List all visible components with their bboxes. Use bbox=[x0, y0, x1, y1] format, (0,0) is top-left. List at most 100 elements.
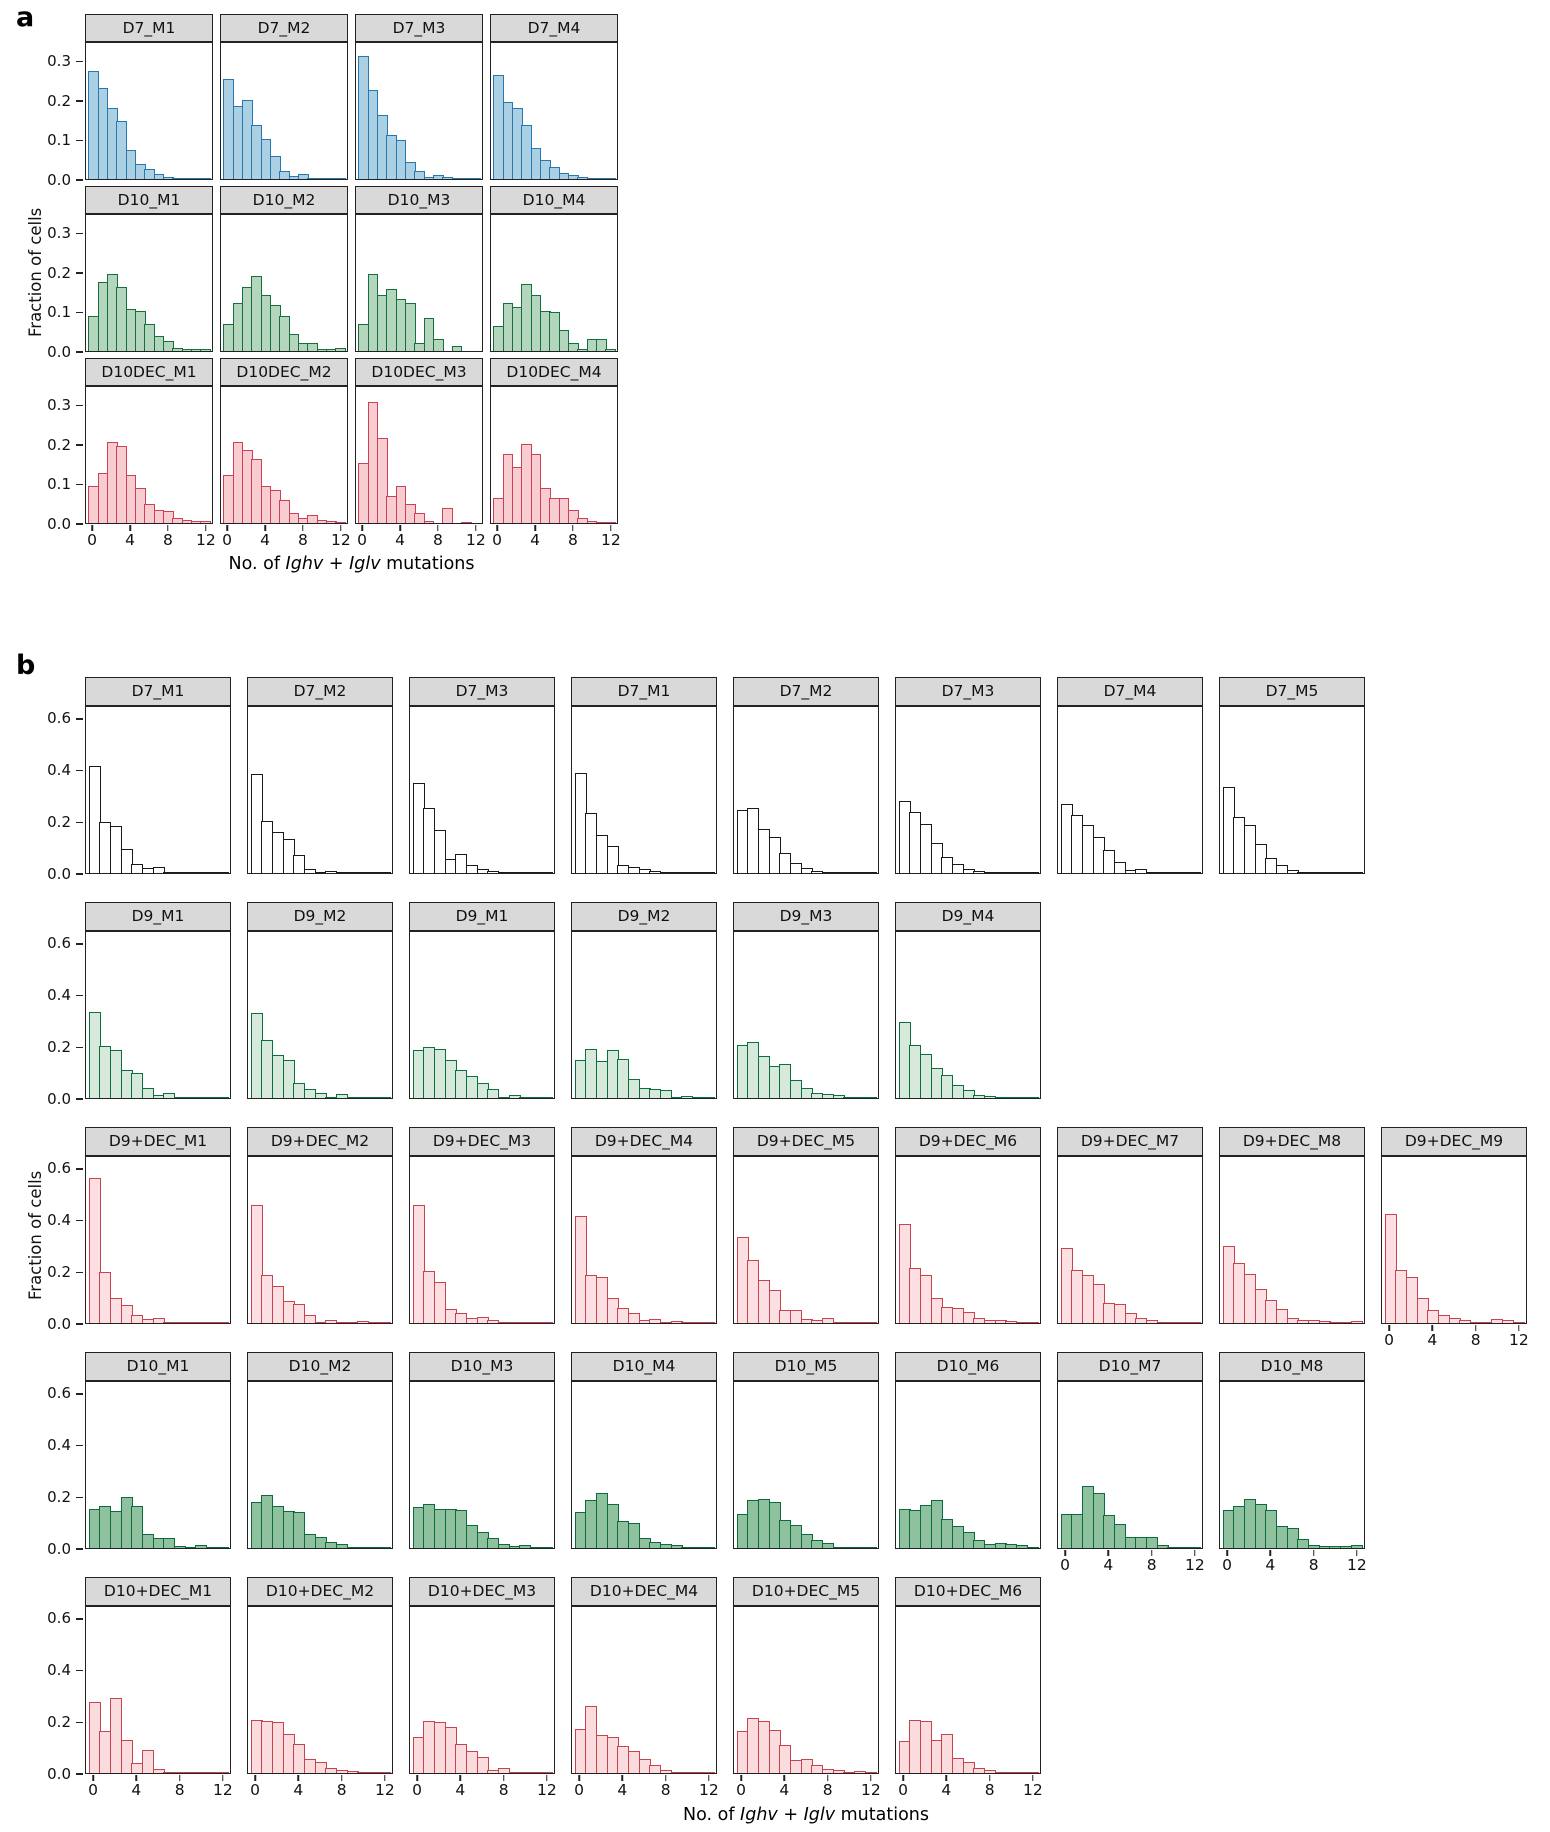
histogram-bar bbox=[455, 853, 468, 873]
y-tick-mark bbox=[76, 351, 83, 353]
histogram-plot bbox=[1057, 1381, 1203, 1549]
histogram-plot bbox=[85, 706, 231, 874]
facet-strip-label: D9_M2 bbox=[571, 902, 717, 931]
facet-strip-label: D9+DEC_M5 bbox=[733, 1127, 879, 1156]
histogram-bar bbox=[540, 1321, 553, 1323]
y-tick-mark bbox=[76, 1618, 83, 1620]
axis-title-text: No. of bbox=[683, 1805, 741, 1825]
histogram-bar bbox=[1188, 871, 1201, 873]
histogram-bar bbox=[1114, 1523, 1127, 1548]
y-tick-mark bbox=[76, 769, 83, 772]
facet-panel-D10_M1: D10_M1 bbox=[85, 186, 213, 352]
facet-row-a-D10DEC: 0.0 0.1 0.2 0.3 D10DEC_M1 0 4 8 12 D10DEC_M2 0 4 8 12… bbox=[0, 358, 1550, 549]
x-tick-label: 8 bbox=[660, 1781, 671, 1799]
x-tick-mark bbox=[826, 1775, 829, 1781]
facet-strip-label: D9_M2 bbox=[247, 902, 393, 931]
histogram-bar bbox=[131, 1072, 144, 1098]
histogram-bar bbox=[962, 1761, 975, 1773]
facet-panel-D9+DEC_M9: D9+DEC_M9 0 4 8 12 bbox=[1381, 1127, 1529, 1349]
y-tick-mark bbox=[76, 311, 83, 314]
histogram-plot bbox=[1057, 706, 1203, 874]
x-tick-label: 12 bbox=[213, 1781, 233, 1799]
gene-name-italic: Iglv bbox=[803, 1805, 836, 1825]
histogram-bar bbox=[790, 862, 803, 873]
histogram-bar bbox=[181, 519, 193, 523]
histogram-bar bbox=[779, 852, 792, 873]
x-tick-mark bbox=[92, 1775, 94, 1781]
x-tick-mark bbox=[1431, 1325, 1434, 1331]
y-axis-gutter: 0.0 0.1 0.2 0.3 bbox=[0, 186, 85, 359]
y-tick-label: 0.6 bbox=[47, 934, 71, 953]
facet-panel-D7_M3: D7_M3 bbox=[895, 677, 1041, 874]
histogram-bar bbox=[414, 513, 426, 523]
x-tick-mark bbox=[361, 525, 363, 531]
y-tick-mark bbox=[76, 232, 83, 235]
histogram-bar bbox=[941, 1733, 954, 1773]
facet-panel-D10DEC_M1: D10DEC_M1 0 4 8 12 bbox=[85, 358, 216, 549]
histogram-bar bbox=[200, 349, 212, 351]
histogram-bar bbox=[606, 846, 619, 873]
x-axis: 0 4 8 12 bbox=[490, 524, 621, 554]
axis-title-text: + bbox=[323, 554, 350, 574]
facet-strip-label: D10+DEC_M4 bbox=[571, 1577, 717, 1606]
facet-panel-D10_M4: D10_M4 bbox=[490, 186, 618, 352]
histogram-bar bbox=[1350, 1545, 1363, 1548]
histogram-bar bbox=[279, 171, 291, 179]
facet-strip-label: D10+DEC_M2 bbox=[247, 1577, 393, 1606]
histogram-bar bbox=[1297, 1539, 1310, 1548]
y-tick-mark bbox=[76, 272, 83, 274]
histogram-bar bbox=[304, 869, 317, 873]
x-tick-mark bbox=[664, 1775, 667, 1781]
x-tick-mark bbox=[621, 1775, 624, 1781]
histogram-bar bbox=[216, 1321, 229, 1323]
x-tick-mark bbox=[546, 1775, 548, 1781]
y-tick-label: 0.0 bbox=[47, 1539, 71, 1558]
y-tick-label: 0.6 bbox=[47, 1159, 71, 1178]
histogram-bar bbox=[1384, 1213, 1397, 1323]
x-tick-label: 12 bbox=[1185, 1556, 1205, 1574]
histogram-bar bbox=[1026, 1096, 1039, 1098]
histogram-bar bbox=[1512, 1321, 1525, 1323]
histogram-bar bbox=[822, 1542, 835, 1548]
histogram-bar bbox=[200, 177, 212, 179]
y-tick-mark bbox=[76, 139, 83, 142]
histogram-plot bbox=[895, 1606, 1041, 1774]
histogram-plot bbox=[247, 1381, 393, 1549]
facet-panel-D10_M8: D10_M8 0 4 8 12 bbox=[1219, 1352, 1367, 1574]
facet-strip-label: D7_M2 bbox=[247, 677, 393, 706]
histogram-bar bbox=[768, 1290, 781, 1323]
histogram-bar bbox=[279, 499, 291, 523]
panel-b-facet-grid: 0.0 0.2 0.4 0.6 D7_M1 D7_M2 D7_M3 D7_M1 D7_M2 D7_… bbox=[0, 677, 1550, 1799]
x-tick-mark bbox=[1226, 1550, 1228, 1556]
y-tick-mark bbox=[76, 1669, 83, 1672]
y-tick-label: 0.3 bbox=[47, 224, 71, 243]
y-tick-label: 0.6 bbox=[47, 1384, 71, 1403]
y-tick-label: 0.4 bbox=[47, 761, 71, 780]
histogram-bar bbox=[596, 339, 607, 351]
facet-strip-label: D7_M1 bbox=[85, 14, 213, 42]
histogram-plot bbox=[733, 1381, 879, 1549]
x-tick-mark bbox=[988, 1775, 991, 1781]
y-tick-mark bbox=[76, 60, 83, 63]
histogram-bar bbox=[660, 1769, 673, 1773]
facet-strip-label: D7_M4 bbox=[1057, 677, 1203, 706]
histogram-plot bbox=[571, 1606, 717, 1774]
facet-panel-D9+DEC_M3: D9+DEC_M3 bbox=[409, 1127, 555, 1324]
y-tick-mark bbox=[76, 994, 83, 997]
x-tick-mark bbox=[205, 525, 207, 531]
histogram-bar bbox=[377, 438, 388, 523]
facet-strip-label: D7_M2 bbox=[220, 14, 348, 42]
y-tick-label: 0.0 bbox=[47, 1764, 71, 1783]
x-tick-label: 12 bbox=[196, 531, 216, 549]
gene-name-italic: Ighv bbox=[285, 554, 324, 574]
histogram-plot bbox=[247, 931, 393, 1099]
histogram-bar bbox=[142, 1750, 155, 1773]
histogram-plot bbox=[220, 214, 348, 352]
x-tick-label: 4 bbox=[779, 1781, 790, 1799]
histogram-bar bbox=[822, 1317, 835, 1323]
x-tick-label: 0 bbox=[898, 1781, 909, 1799]
facet-strip-label: D10DEC_M2 bbox=[220, 358, 348, 386]
histogram-bar bbox=[605, 521, 617, 523]
histogram-bar bbox=[99, 1272, 112, 1323]
x-tick-mark bbox=[399, 525, 401, 531]
